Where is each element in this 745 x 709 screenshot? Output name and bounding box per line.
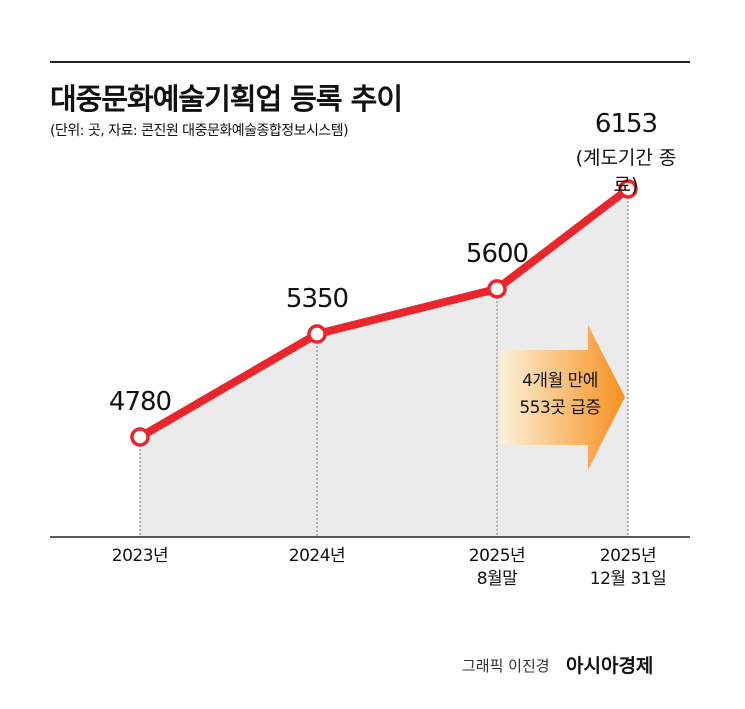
value-label: 5600 <box>465 238 529 269</box>
area <box>140 189 628 537</box>
line <box>137 185 631 441</box>
point <box>487 279 507 299</box>
chart-title: 대중문화예술기획업 등록 추이 <box>50 82 403 116</box>
credit: 그래픽 이진경 <box>462 657 550 675</box>
x-tick-label: 2025년 8월말 <box>468 546 526 589</box>
x-tick-label: 2025년 12월 31일 <box>589 546 667 589</box>
x-tick-label: 2024년 <box>288 546 346 566</box>
annotation: (계도기간 종료) <box>575 147 677 196</box>
value-label: 6153 <box>594 109 658 139</box>
point <box>618 179 638 199</box>
point <box>307 324 327 344</box>
value-label: 4780 <box>108 387 172 417</box>
brand: 아시아경제 <box>566 655 654 677</box>
annotation: 4개월 만에 553곳 급증 <box>519 371 601 418</box>
arrow <box>500 325 625 470</box>
point <box>130 427 150 447</box>
value-label: 5350 <box>285 284 349 315</box>
subtitle: (단위: 곳, 자료: 콘진원 대중문화예술종합정보시스템) <box>50 123 349 139</box>
x-tick-label: 2023년 <box>111 546 169 566</box>
